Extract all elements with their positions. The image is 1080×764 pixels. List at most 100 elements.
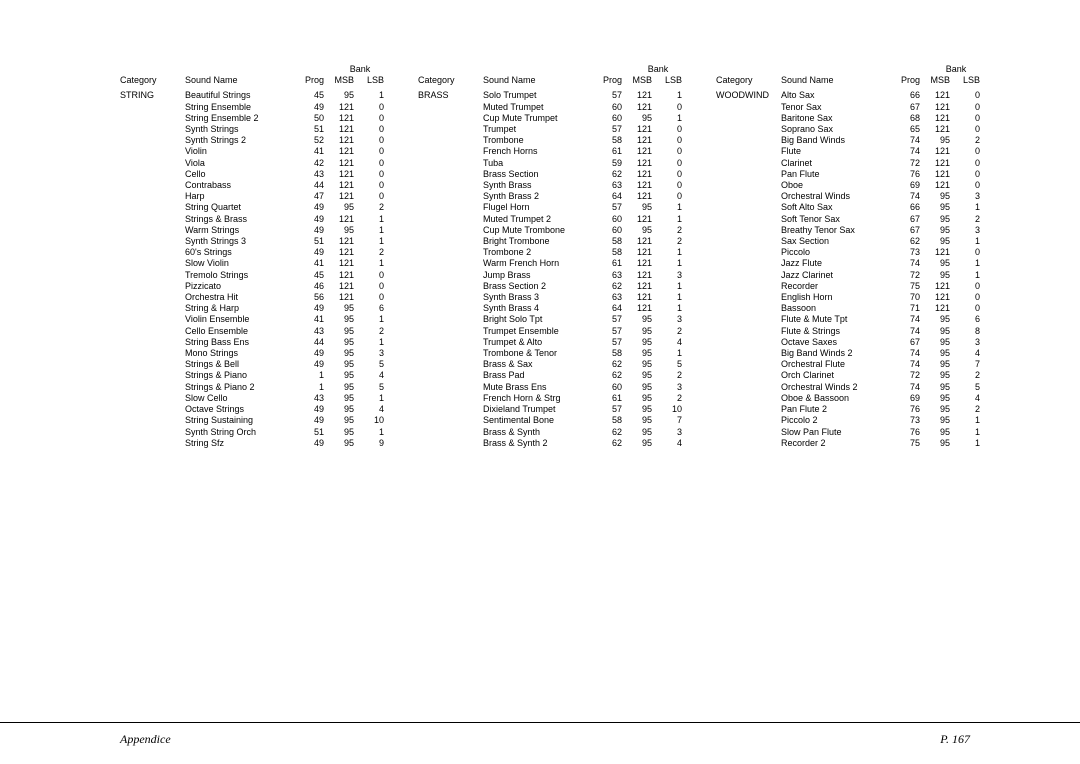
category-cell	[716, 281, 781, 292]
sound-name-cell: Octave Saxes	[781, 337, 896, 348]
lsb-cell: 0	[956, 180, 986, 191]
prog-cell: 67	[896, 102, 926, 113]
category-cell	[120, 370, 185, 381]
msb-cell: 95	[926, 438, 956, 449]
lsb-cell: 6	[956, 314, 986, 325]
header-sound: Sound Name	[185, 75, 300, 90]
msb-cell: 121	[628, 124, 658, 135]
lsb-cell: 1	[360, 90, 390, 101]
lsb-cell: 1	[956, 438, 986, 449]
msb-cell: 95	[330, 202, 360, 213]
sound-name-cell: Synth Brass 4	[483, 303, 598, 314]
lsb-cell: 1	[360, 427, 390, 438]
sound-name-cell: Brass & Synth 2	[483, 438, 598, 449]
msb-cell: 95	[926, 359, 956, 370]
msb-cell: 95	[628, 404, 658, 415]
msb-cell: 121	[330, 169, 360, 180]
category-cell	[716, 415, 781, 426]
msb-cell: 121	[926, 292, 956, 303]
sound-name-cell: Trumpet Ensemble	[483, 326, 598, 337]
category-cell	[418, 202, 483, 213]
msb-cell: 121	[628, 180, 658, 191]
category-cell	[418, 359, 483, 370]
msb-cell: 95	[330, 382, 360, 393]
prog-cell: 70	[896, 292, 926, 303]
lsb-cell: 3	[658, 427, 688, 438]
lsb-cell: 1	[658, 247, 688, 258]
msb-cell: 121	[628, 281, 658, 292]
prog-cell: 67	[896, 225, 926, 236]
page-footer: Appendice P. 167	[120, 732, 970, 747]
msb-cell: 95	[628, 326, 658, 337]
sound-name-cell: French Horns	[483, 146, 598, 157]
prog-cell: 60	[598, 225, 628, 236]
sound-name-cell: Muted Trumpet 2	[483, 214, 598, 225]
msb-cell: 121	[330, 135, 360, 146]
category-cell	[716, 169, 781, 180]
msb-cell: 95	[926, 393, 956, 404]
lsb-cell: 1	[360, 236, 390, 247]
lsb-cell: 2	[658, 393, 688, 404]
lsb-cell: 0	[360, 281, 390, 292]
msb-cell: 95	[330, 370, 360, 381]
lsb-cell: 0	[360, 270, 390, 281]
prog-cell: 49	[300, 359, 330, 370]
header-msb: MSB	[330, 75, 360, 90]
msb-cell: 121	[926, 102, 956, 113]
sound-name-cell: Brass Pad	[483, 370, 598, 381]
category-cell	[716, 180, 781, 191]
msb-cell: 95	[628, 202, 658, 213]
msb-cell: 121	[330, 146, 360, 157]
msb-cell: 95	[628, 359, 658, 370]
category-cell	[716, 393, 781, 404]
prog-cell: 67	[896, 337, 926, 348]
prog-cell: 56	[300, 292, 330, 303]
lsb-cell: 1	[360, 337, 390, 348]
sound-name-cell: Mute Brass Ens	[483, 382, 598, 393]
prog-cell: 71	[896, 303, 926, 314]
lsb-cell: 3	[658, 314, 688, 325]
msb-cell: 121	[628, 135, 658, 146]
sound-name-cell: Bright Trombone	[483, 236, 598, 247]
prog-cell: 46	[300, 281, 330, 292]
lsb-cell: 0	[658, 169, 688, 180]
lsb-cell: 2	[360, 202, 390, 213]
lsb-cell: 0	[360, 158, 390, 169]
lsb-cell: 0	[956, 169, 986, 180]
msb-cell: 121	[628, 102, 658, 113]
sound-name-cell: Synth Strings	[185, 124, 300, 135]
category-cell	[418, 191, 483, 202]
category-cell	[120, 146, 185, 157]
bank-header: Bank	[926, 64, 986, 75]
sound-name-cell: 60's Strings	[185, 247, 300, 258]
sound-name-cell: Slow Violin	[185, 258, 300, 269]
msb-cell: 95	[926, 270, 956, 281]
category-cell	[716, 247, 781, 258]
lsb-cell: 1	[360, 258, 390, 269]
sound-name-cell: Oboe	[781, 180, 896, 191]
sound-column: BankCategorySound NameProgMSBLSBBRASSSol…	[418, 64, 688, 449]
sound-name-cell: Brass Section 2	[483, 281, 598, 292]
msb-cell: 95	[926, 314, 956, 325]
category-cell	[716, 102, 781, 113]
sound-name-cell: Orchestral Flute	[781, 359, 896, 370]
msb-cell: 121	[628, 90, 658, 101]
lsb-cell: 5	[360, 382, 390, 393]
sound-name-cell: Jump Brass	[483, 270, 598, 281]
category-cell	[120, 214, 185, 225]
prog-cell: 72	[896, 370, 926, 381]
sound-name-cell: Orchestral Winds 2	[781, 382, 896, 393]
category-cell	[716, 158, 781, 169]
lsb-cell: 1	[360, 225, 390, 236]
lsb-cell: 1	[360, 393, 390, 404]
footer-rule	[0, 722, 1080, 723]
msb-cell: 121	[330, 191, 360, 202]
msb-cell: 95	[330, 393, 360, 404]
lsb-cell: 7	[658, 415, 688, 426]
lsb-cell: 0	[956, 102, 986, 113]
prog-cell: 51	[300, 427, 330, 438]
sound-name-cell: Bassoon	[781, 303, 896, 314]
category-cell: BRASS	[418, 90, 483, 101]
prog-cell: 69	[896, 393, 926, 404]
bank-header: Bank	[628, 64, 688, 75]
